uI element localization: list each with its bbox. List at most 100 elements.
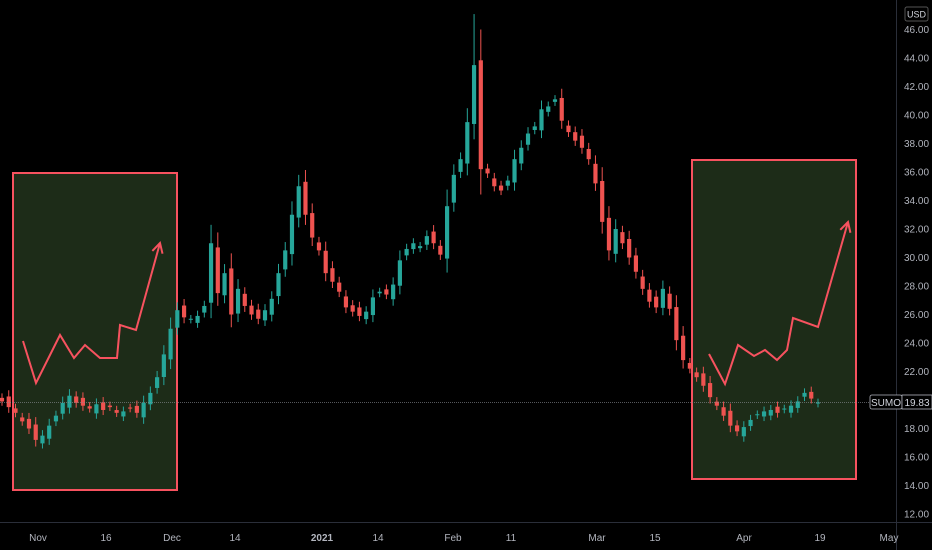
candle-body (283, 250, 288, 270)
annotation-boxes (12, 159, 857, 491)
candle-body (755, 414, 760, 416)
candle-body (593, 163, 598, 184)
candle-body (505, 180, 510, 186)
x-tick-label: 2021 (311, 533, 334, 544)
y-tick-label: 12.00 (904, 510, 929, 521)
left-annotation-box[interactable] (12, 172, 178, 491)
x-tick-label: May (880, 533, 899, 544)
candle-body (148, 392, 153, 405)
candle-body (26, 418, 32, 429)
candle-body (667, 293, 672, 309)
x-tick-label: 19 (814, 533, 826, 544)
candle-body (586, 148, 591, 160)
candle-body (438, 245, 443, 255)
candle-body (445, 206, 450, 259)
candlestick-series (0, 14, 821, 449)
candle-body (694, 372, 699, 378)
candle-body (229, 268, 234, 315)
candle-body (20, 417, 25, 422)
candle-body (418, 246, 423, 249)
candle-body (579, 135, 585, 148)
price-tag-box (901, 394, 932, 410)
candle-body (188, 318, 193, 320)
candle-body (485, 168, 490, 174)
candle-body (782, 408, 787, 410)
y-tick-label: 44.00 (904, 54, 929, 65)
candle-body (161, 354, 166, 377)
left-arrow-path[interactable] (22, 242, 161, 386)
candle-body (384, 289, 389, 295)
candle-body (734, 425, 740, 432)
candle-body (222, 273, 227, 296)
candle-body (330, 268, 335, 282)
y-axis[interactable]: 12.0014.0016.0018.0020.0022.0024.0026.00… (904, 25, 929, 521)
candle-body (303, 181, 308, 215)
candle-body (289, 214, 295, 255)
x-tick-label: Apr (736, 533, 752, 544)
candle-body (411, 243, 416, 250)
candle-body (546, 106, 551, 112)
y-tick-label: 28.00 (904, 282, 929, 293)
candle-body (337, 282, 342, 292)
candle-body (269, 298, 274, 315)
candle-body (768, 409, 773, 416)
candle-body (815, 402, 821, 404)
candle-body (748, 419, 753, 427)
x-tick-label: 15 (649, 533, 661, 544)
x-tick-label: Nov (29, 533, 47, 544)
y-tick-label: 26.00 (904, 310, 929, 321)
candle-body (566, 125, 571, 133)
candle-body (397, 260, 402, 286)
right-arrow-path[interactable] (708, 221, 849, 387)
candle-body (114, 410, 119, 413)
y-tick-label: 38.00 (904, 139, 929, 150)
candle-body (296, 186, 301, 218)
candle-body (478, 60, 483, 170)
y-tick-label: 18.00 (904, 424, 929, 435)
candle-body (94, 404, 99, 414)
candle-body (431, 231, 436, 244)
candle-body (377, 291, 382, 294)
candle-body (202, 305, 207, 313)
candle-body (175, 310, 180, 328)
symbol-price-tag: SUMO 19.83 (869, 394, 932, 410)
candle-body (107, 405, 112, 408)
candle-body (364, 311, 369, 320)
candle-body (471, 65, 477, 124)
symbol-label: SUMO (871, 398, 901, 409)
candle-body (451, 174, 456, 203)
candle-body (512, 159, 517, 183)
candle-body (741, 427, 746, 437)
right-annotation-box[interactable] (691, 159, 857, 480)
candle-body (262, 310, 268, 321)
candle-body (33, 424, 38, 440)
x-axis[interactable]: Nov 16 Dec 14 2021 14 Feb 11 Mar 15 Apr 19 May (29, 533, 898, 544)
candle-body (532, 126, 537, 130)
y-tick-label: 16.00 (904, 453, 929, 464)
candle-body (458, 159, 463, 172)
candle-body (310, 213, 315, 238)
y-tick-label: 24.00 (904, 339, 929, 350)
candle-body (708, 383, 713, 398)
candle-body (391, 284, 396, 300)
candle-body (249, 305, 254, 315)
y-tick-label: 42.00 (904, 82, 929, 93)
candle-body (0, 397, 5, 402)
currency-badge[interactable] (904, 6, 929, 22)
candle-body (802, 392, 807, 397)
y-tick-label: 22.00 (904, 367, 929, 378)
candle-body (674, 307, 679, 341)
y-tick-label: 40.00 (904, 111, 929, 122)
candle-body (316, 242, 322, 251)
x-tick-label: 14 (372, 533, 384, 544)
candle-body (141, 402, 146, 418)
candle-body (525, 133, 531, 145)
candle-body (6, 396, 11, 408)
candle-body (242, 293, 247, 306)
candle-body (660, 288, 665, 308)
candle-body (795, 401, 800, 408)
candle-body (640, 276, 645, 289)
candle-body (721, 407, 726, 416)
candle-body (87, 406, 92, 409)
